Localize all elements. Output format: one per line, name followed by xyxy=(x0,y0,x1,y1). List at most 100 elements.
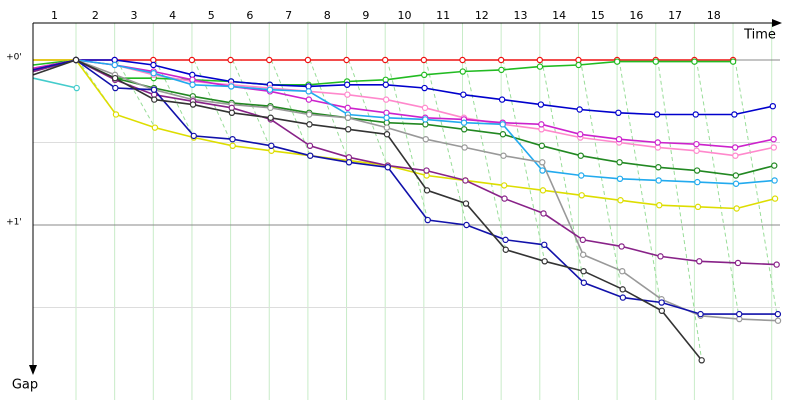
data-point xyxy=(499,121,506,128)
data-point xyxy=(578,192,585,199)
data-point xyxy=(540,210,547,217)
data-point xyxy=(652,58,659,65)
data-point xyxy=(305,96,313,103)
data-point xyxy=(653,111,661,118)
data-point xyxy=(151,96,158,103)
data-point xyxy=(617,197,624,204)
data-point xyxy=(497,56,505,64)
data-point xyxy=(421,104,429,112)
data-point xyxy=(422,116,429,123)
data-point xyxy=(500,182,508,189)
data-point xyxy=(579,236,587,244)
grid xyxy=(33,23,780,400)
data-point xyxy=(658,299,665,306)
lap-connector xyxy=(695,59,740,320)
data-point xyxy=(657,253,664,260)
data-point xyxy=(421,71,428,79)
data-point xyxy=(343,81,351,88)
data-point xyxy=(696,258,703,265)
x-tick-label: 14 xyxy=(552,9,566,22)
data-point xyxy=(731,144,739,151)
data-point xyxy=(189,101,197,108)
lap-connector xyxy=(657,59,703,361)
data-point xyxy=(575,61,582,69)
data-point xyxy=(655,177,662,184)
data-point xyxy=(111,61,118,69)
data-point xyxy=(307,152,314,159)
lap-connector xyxy=(270,59,311,156)
lap-connector xyxy=(116,59,156,128)
data-point xyxy=(267,114,274,121)
x-tick-label: 7 xyxy=(285,9,292,22)
data-point xyxy=(266,56,273,64)
lap-connector xyxy=(464,59,507,250)
data-point xyxy=(306,121,313,128)
data-point xyxy=(306,142,314,149)
data-point xyxy=(538,121,545,128)
data-point xyxy=(460,119,468,126)
data-point xyxy=(423,167,430,174)
data-point xyxy=(771,162,778,169)
data-point xyxy=(732,152,739,159)
lap-connector xyxy=(541,59,585,283)
data-point xyxy=(732,180,740,187)
data-point xyxy=(462,177,469,184)
x-tick-label: 11 xyxy=(436,9,450,22)
data-point xyxy=(769,102,777,110)
data-point xyxy=(537,101,545,108)
data-point xyxy=(774,317,782,324)
data-point xyxy=(112,84,119,92)
data-point xyxy=(459,56,466,64)
data-point xyxy=(306,111,313,118)
x-tick-label: 8 xyxy=(324,9,331,22)
data-point xyxy=(576,106,583,113)
y-axis-label: Gap xyxy=(12,378,38,393)
lap-connector xyxy=(618,59,663,311)
x-tick-label: 17 xyxy=(668,9,682,22)
data-point xyxy=(423,187,431,194)
data-point xyxy=(344,104,351,112)
data-point xyxy=(538,142,546,149)
data-point xyxy=(694,178,701,186)
data-point xyxy=(693,167,701,174)
data-point xyxy=(618,243,625,250)
series-line xyxy=(33,59,774,149)
data-point xyxy=(150,86,158,93)
data-point xyxy=(698,357,705,364)
data-point xyxy=(774,310,782,318)
data-point xyxy=(228,109,236,117)
data-point xyxy=(422,135,429,143)
x-tick-label: 6 xyxy=(246,9,253,22)
data-point xyxy=(382,81,389,88)
series-line xyxy=(33,59,703,361)
data-point xyxy=(344,91,351,98)
data-point xyxy=(421,84,428,92)
plot xyxy=(33,56,782,364)
data-point xyxy=(773,261,780,268)
data-point xyxy=(462,200,470,207)
series-line xyxy=(33,59,777,266)
data-point xyxy=(619,286,626,293)
data-point xyxy=(190,132,197,140)
x-tick-label: 16 xyxy=(629,9,643,22)
data-point xyxy=(499,131,507,138)
series-line xyxy=(33,59,774,157)
data-point xyxy=(228,83,235,90)
data-point xyxy=(111,74,119,82)
data-point xyxy=(694,203,702,211)
data-point xyxy=(580,268,587,275)
lap-connector xyxy=(425,59,467,226)
data-point xyxy=(693,147,700,154)
y-tick-label: +1' xyxy=(6,218,22,228)
lap-connector xyxy=(309,59,350,163)
data-point xyxy=(460,91,467,98)
data-point xyxy=(151,124,159,131)
data-point xyxy=(112,111,120,118)
data-point xyxy=(500,152,507,159)
data-point xyxy=(501,195,508,202)
x-tick-label: 3 xyxy=(130,9,137,22)
data-point xyxy=(541,241,548,248)
data-point xyxy=(658,307,666,314)
data-point xyxy=(268,142,275,149)
